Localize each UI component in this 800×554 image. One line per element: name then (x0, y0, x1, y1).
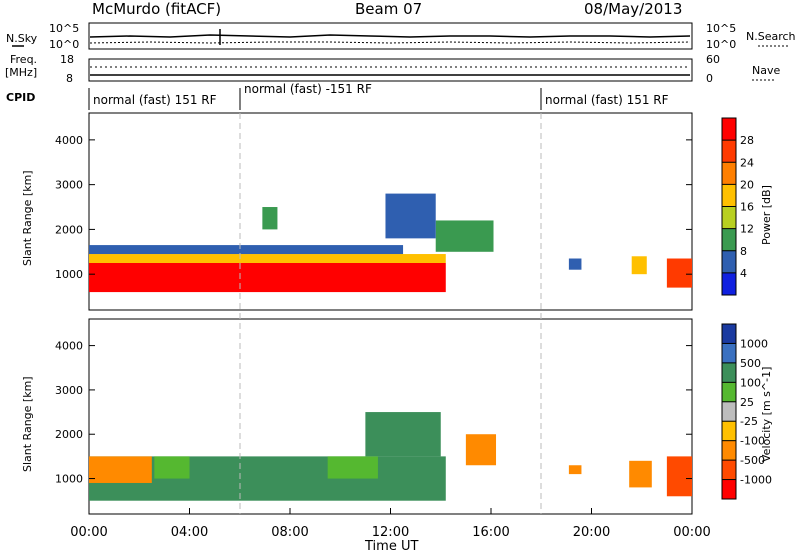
freq-unit-label: [MHz] (5, 66, 37, 79)
freq-tick-bottom: 8 (66, 72, 73, 85)
nsky-tick-top: 10^5 (49, 22, 79, 35)
data-region-5 (465, 434, 497, 466)
data-region-1 (89, 254, 446, 263)
y-tick-label: 2000 (55, 223, 83, 236)
colorbar-tick-label: -500 (740, 454, 765, 467)
data-region-7 (385, 193, 436, 239)
colorbar-tick-label: 20 (740, 178, 754, 191)
power-colorbar-label: Power [dB] (760, 185, 773, 245)
freq-label: Freq. (10, 53, 37, 66)
nsearch-tick-top: 10^5 (706, 22, 736, 35)
data-region-0 (89, 262, 446, 293)
colorbar-segment (722, 162, 736, 185)
y-tick-label: 4000 (55, 340, 83, 353)
velocity-panel: 1000 2000 3000 4000 Slant Range [km] 1000 50… (21, 318, 773, 554)
colorbar-tick-label: 16 (740, 201, 754, 214)
nave-label: Nave (752, 64, 780, 77)
beam-title: Beam 07 (355, 0, 423, 18)
x-tick-label: 20:00 (573, 525, 610, 540)
colorbar-tick-label: -25 (740, 415, 758, 428)
colorbar-segment (722, 460, 736, 481)
velocity-ylabel: Slant Range [km] (21, 376, 34, 472)
cpid-label: CPID (6, 91, 35, 104)
nave-tick-top: 60 (706, 53, 720, 66)
nsky-label: N.Sky (6, 32, 38, 45)
colorbar-segment (722, 479, 736, 500)
colorbar-segment (722, 382, 736, 403)
colorbar-tick-label: 28 (740, 134, 754, 147)
colorbar-tick-label: 24 (740, 156, 754, 169)
x-tick-label: 04:00 (171, 525, 208, 540)
data-region-6 (631, 256, 647, 275)
colorbar-segment (722, 250, 736, 274)
data-region-2 (89, 245, 404, 255)
data-region-2 (154, 456, 190, 479)
colorbar-segment (722, 362, 736, 383)
power-panel: 1000 2000 3000 4000 Slant Range [km] 28 24 20… (21, 112, 773, 311)
colorbar-frame (721, 323, 737, 500)
station-title: McMurdo (fitACF) (92, 0, 222, 18)
colorbar-segment (722, 440, 736, 461)
colorbar-tick-label: 8 (740, 245, 747, 258)
colorbar-segment (722, 272, 736, 296)
data-region-8 (666, 456, 692, 497)
data-region-8 (262, 207, 278, 230)
y-tick-label: 2000 (55, 428, 83, 441)
y-tick-label: 1000 (55, 473, 83, 486)
mode-change-lines (239, 113, 542, 514)
colorbar-segment (722, 206, 736, 230)
cpid-mode-2: normal (fast) -151 RF (244, 82, 372, 96)
nsky-trace (89, 34, 691, 38)
colorbar-segment (722, 401, 736, 422)
colorbar-tick-label: 12 (740, 223, 754, 236)
colorbar-tick-label: -100 (740, 435, 765, 448)
freq-tick-top: 18 (60, 53, 74, 66)
colorbar-segment (722, 421, 736, 442)
x-tick-label: 12:00 (372, 525, 409, 540)
colorbar-tick-label: 4 (740, 267, 747, 280)
date-title: 08/May/2013 (584, 0, 683, 18)
colorbar-tick-label: -1000 (740, 474, 772, 487)
colorbar-tick-label: 500 (740, 357, 761, 370)
colorbar-segment (722, 118, 736, 141)
colorbar-segment (722, 140, 736, 163)
data-region-3 (666, 258, 692, 288)
power-ylabel: Slant Range [km] (21, 170, 34, 266)
data-region-5 (568, 258, 582, 270)
nsearch-trace (89, 41, 691, 44)
data-region-1 (89, 456, 152, 483)
data-region-4 (365, 412, 441, 457)
colorbar-segment (722, 343, 736, 364)
colorbar-tick-label: 25 (740, 396, 754, 409)
nsky-tick-bottom: 10^0 (49, 38, 79, 51)
colorbar-segment (722, 324, 736, 344)
data-region-3 (327, 456, 378, 479)
nsearch-label: N.Search (746, 30, 796, 43)
y-tick-label: 3000 (55, 384, 83, 397)
x-tick-label: 16:00 (472, 525, 509, 540)
colorbar-segment (722, 184, 736, 207)
nsearch-tick-bottom: 10^0 (706, 38, 736, 51)
data-region-7 (629, 460, 652, 488)
x-tick-label: 00:00 (70, 525, 107, 540)
y-tick-label: 3000 (55, 179, 83, 192)
freq-panel: Freq. [MHz] 18 8 60 0 Nave (5, 53, 780, 85)
data-region-6 (568, 465, 582, 475)
x-axis-label: Time UT (364, 539, 418, 554)
colorbar-tick-label: 1000 (740, 337, 768, 350)
colorbar-segment (722, 228, 736, 252)
cpid-mode-1: normal (fast) 151 RF (93, 93, 217, 107)
cpid-mode-3: normal (fast) 151 RF (545, 93, 669, 107)
x-tick-label: 00:00 (673, 525, 710, 540)
y-tick-label: 4000 (55, 134, 83, 147)
cpid-panel: CPID normal (fast) 151 RF normal (fast) … (6, 82, 669, 110)
colorbar-tick-label: 100 (740, 376, 761, 389)
x-tick-label: 08:00 (271, 525, 308, 540)
velocity-colorbar-label: Velocity [m s^-1] (760, 367, 773, 462)
nsky-panel: N.Sky 10^5 10^0 N.Search 10^5 10^0 (6, 22, 796, 51)
data-region-4 (435, 220, 494, 252)
nave-tick-bottom: 0 (706, 72, 713, 85)
y-tick-label: 1000 (55, 268, 83, 281)
